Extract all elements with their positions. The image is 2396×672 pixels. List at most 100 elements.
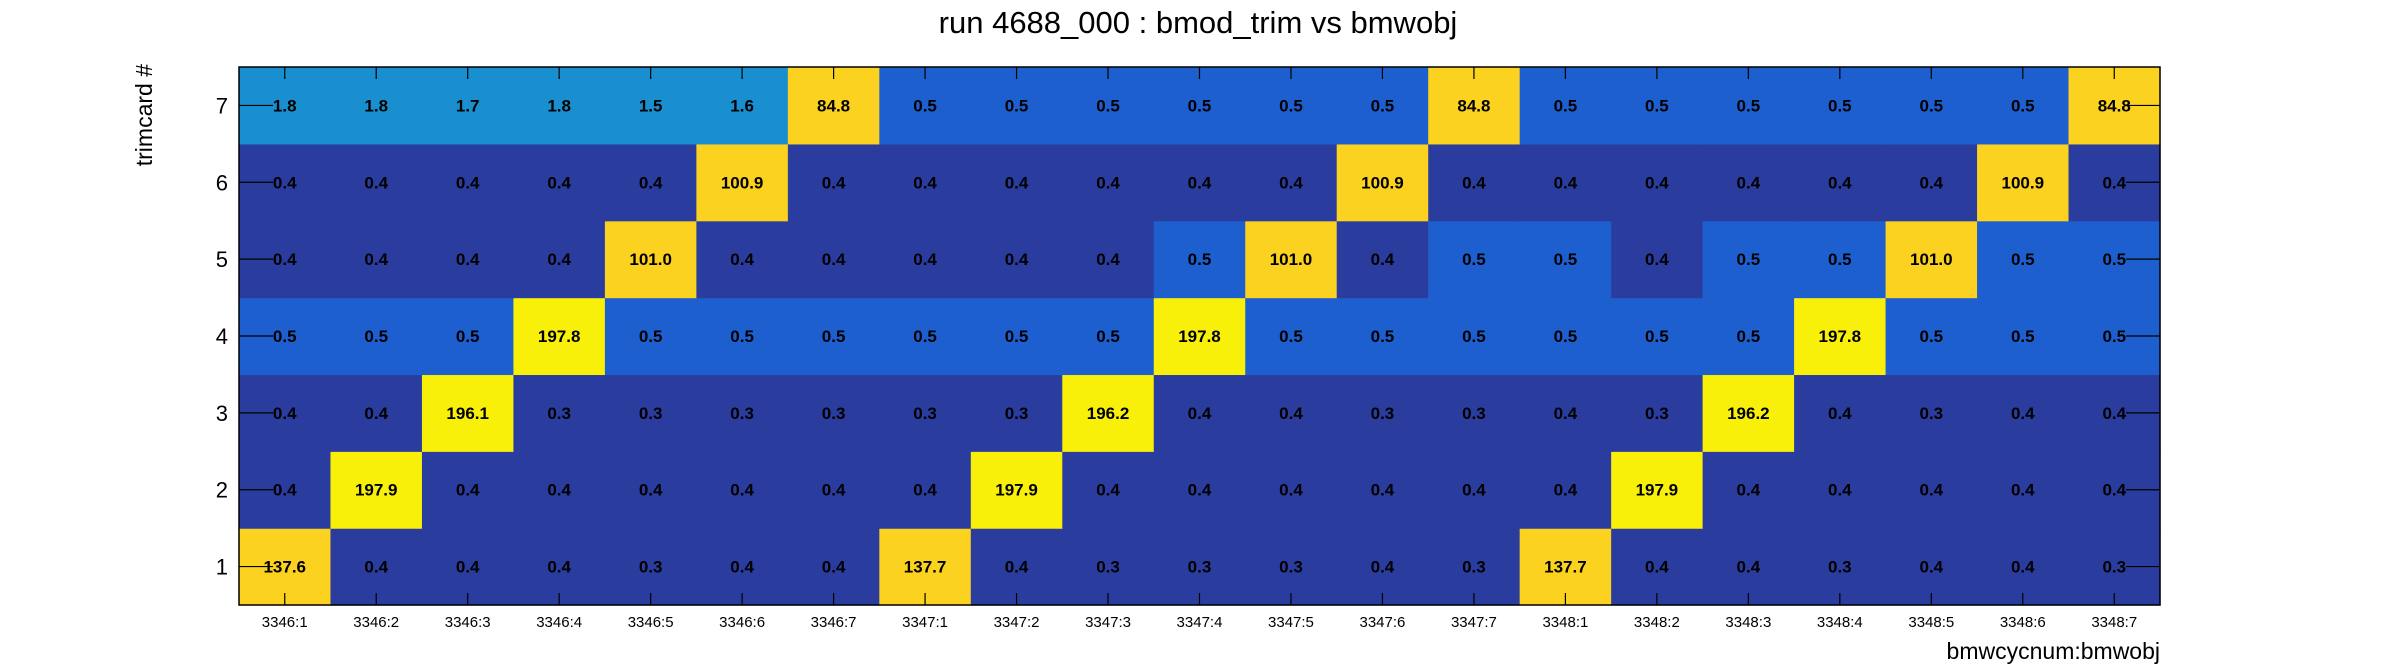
cell-value-label: 0.4: [1188, 481, 1212, 500]
heatmap-cell: [787, 143, 880, 222]
heatmap-cell: [604, 374, 697, 452]
heatmap-cell: [696, 220, 789, 299]
cell-value-label: 100.9: [1361, 173, 1404, 192]
y-tick-label: 5: [216, 247, 228, 272]
heatmap-cell: [1977, 297, 2070, 376]
cell-value-label: 0.4: [273, 250, 297, 269]
heatmap-cell: [1153, 451, 1246, 529]
heatmap-cell: [1519, 143, 1612, 222]
x-tick-label: 3348:7: [2091, 614, 2137, 631]
heatmap-cell: [604, 297, 697, 376]
heatmap-cell: [1794, 451, 1887, 529]
heatmap-cell: [1611, 451, 1704, 529]
cell-value-label: 0.3: [547, 404, 571, 423]
cell-value-label: 0.3: [1279, 558, 1303, 577]
cell-value-label: 1.7: [456, 96, 480, 115]
heatmap-cell: [1153, 220, 1246, 299]
cell-value-label: 0.5: [2102, 327, 2126, 346]
cell-value-label: 0.3: [730, 404, 754, 423]
cell-value-label: 0.3: [1096, 558, 1120, 577]
heatmap-cell: [1245, 297, 1338, 376]
cell-value-label: 0.4: [1919, 558, 1943, 577]
heatmap-cell: [604, 220, 697, 299]
cell-value-label: 0.4: [1554, 404, 1578, 423]
cell-value-label: 0.4: [1005, 173, 1029, 192]
heatmap-cell: [787, 67, 880, 145]
heatmap-cell: [1519, 528, 1612, 606]
cell-value-label: 0.5: [364, 327, 388, 346]
y-tick-label: 6: [216, 170, 228, 195]
cell-value-label: 101.0: [629, 250, 672, 269]
cell-value-label: 0.4: [822, 250, 846, 269]
cell-value-label: 0.4: [2102, 173, 2126, 192]
cell-value-label: 0.4: [1371, 250, 1395, 269]
cell-value-label: 0.4: [822, 558, 846, 577]
heatmap-cell: [1428, 297, 1521, 376]
heatmap-cell: [1611, 143, 1704, 222]
heatmap-cell: [1428, 67, 1521, 145]
cell-value-label: 0.4: [456, 558, 480, 577]
heatmap-cell: [696, 528, 789, 606]
heatmap-cell: [1245, 67, 1338, 145]
cell-value-label: 0.5: [1919, 327, 1943, 346]
cell-value-label: 0.3: [1645, 404, 1669, 423]
cell-value-label: 0.5: [639, 327, 663, 346]
heatmap-cell: [1885, 67, 1978, 145]
cell-value-label: 0.4: [364, 558, 388, 577]
x-axis-label: bmwcycnum:bmwobj: [1947, 638, 2160, 664]
heatmap-cell: [330, 143, 423, 222]
heatmap-cell: [1977, 528, 2070, 606]
cell-value-label: 0.5: [1279, 327, 1303, 346]
heatmap-cell: [513, 374, 606, 452]
cell-value-label: 0.5: [2011, 96, 2035, 115]
cell-value-label: 0.4: [1096, 481, 1120, 500]
heatmap-cell: [787, 297, 880, 376]
cell-value-label: 84.8: [1457, 96, 1490, 115]
heatmap-cell: [513, 67, 606, 145]
x-tick-label: 3346:6: [719, 614, 765, 631]
heatmap-cell: [1794, 67, 1887, 145]
cell-value-label: 100.9: [721, 173, 764, 192]
heatmap-cell: [1428, 451, 1521, 529]
cell-value-label: 0.5: [1737, 250, 1761, 269]
heatmap-cell: [1702, 374, 1795, 452]
heatmap-cell: [696, 451, 789, 529]
heatmap-cell: [421, 67, 515, 145]
cell-value-label: 0.5: [1737, 327, 1761, 346]
heatmap-cell: [696, 297, 789, 376]
heatmap-cell: [970, 67, 1063, 145]
cell-value-label: 0.5: [1645, 327, 1669, 346]
heatmap-cell: [1428, 143, 1521, 222]
heatmap-cell: [970, 143, 1063, 222]
cell-value-label: 0.5: [1096, 327, 1120, 346]
cell-value-label: 0.4: [822, 481, 846, 500]
cell-value-label: 0.4: [547, 481, 571, 500]
x-tick-label: 3348:4: [1817, 614, 1863, 631]
heatmap-cell: [970, 297, 1063, 376]
cell-value-label: 0.4: [2102, 481, 2126, 500]
heatmap-cell: [1794, 143, 1887, 222]
cell-value-label: 0.3: [1371, 404, 1395, 423]
heatmap-cell: [1153, 297, 1246, 376]
cell-value-label: 137.7: [904, 558, 947, 577]
heatmap-cell: [1794, 297, 1887, 376]
heatmap-cell: [604, 451, 697, 529]
heatmap-cell: [879, 220, 972, 299]
heatmap-cell: [513, 220, 606, 299]
cell-value-label: 0.5: [1279, 96, 1303, 115]
cell-value-label: 0.5: [456, 327, 480, 346]
cell-value-label: 0.4: [273, 173, 297, 192]
x-tick-label: 3347:3: [1085, 614, 1131, 631]
cell-value-label: 0.4: [730, 558, 754, 577]
cell-value-label: 0.4: [1279, 481, 1303, 500]
heatmap-cell: [970, 451, 1063, 529]
cell-value-label: 0.4: [456, 173, 480, 192]
heatmap-cell: [696, 374, 789, 452]
heatmap-cell: [1428, 374, 1521, 452]
cell-value-label: 0.5: [1645, 96, 1669, 115]
cell-value-label: 0.4: [1828, 404, 1852, 423]
x-tick-label: 3346:3: [445, 614, 491, 631]
heatmap-cell: [1519, 220, 1612, 299]
cell-value-label: 0.5: [1188, 96, 1212, 115]
cell-value-label: 0.4: [2102, 404, 2126, 423]
